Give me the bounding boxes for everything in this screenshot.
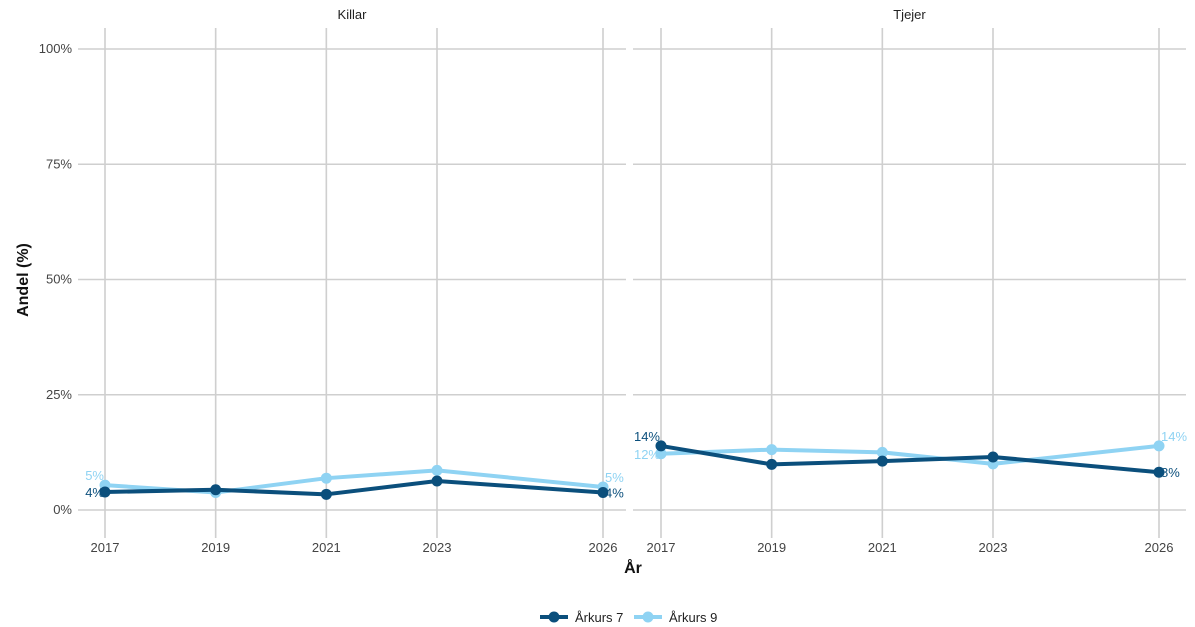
series-line	[103, 478, 605, 497]
data-label: 8%	[1161, 465, 1180, 480]
x-tick-label: 2019	[201, 540, 230, 555]
panel-killar: 0% 25% 50% 75% 100% 2017 2019 2021 2023 2026 Killa…	[39, 7, 626, 555]
x-tick-label: 2017	[647, 540, 676, 555]
data-point	[320, 488, 332, 500]
y-tick-label: 75%	[46, 156, 72, 171]
x-tick-label: 2026	[1145, 540, 1174, 555]
data-point	[655, 448, 667, 460]
x-tick-label: 2017	[91, 540, 120, 555]
legend-swatch-point	[642, 611, 654, 623]
data-point	[210, 484, 222, 496]
data-point	[431, 464, 443, 476]
data-point	[597, 486, 609, 498]
data-point	[1153, 440, 1165, 452]
data-label: 4%	[85, 485, 104, 500]
y-tick-label: 25%	[46, 387, 72, 402]
legend: Årkurs 7 Årkurs 9	[540, 610, 717, 625]
data-label: 5%	[85, 468, 104, 483]
data-label: 5%	[605, 470, 624, 485]
data-point	[876, 446, 888, 458]
data-point	[1153, 466, 1165, 478]
data-point	[987, 451, 999, 463]
y-tick-label: 0%	[53, 502, 72, 517]
x-tick-label: 2026	[589, 540, 618, 555]
y-axis-title: Andel (%)	[15, 243, 32, 317]
data-point	[655, 440, 667, 452]
data-label: 12%	[634, 447, 660, 462]
facet-title: Killar	[338, 7, 368, 22]
data-label: 14%	[1161, 429, 1187, 444]
data-point	[876, 455, 888, 467]
x-axis-title: År	[624, 558, 642, 577]
data-point	[431, 475, 443, 487]
legend-label: Årkurs 9	[669, 610, 717, 625]
panel-tjejer: 2017 2019 2021 2023 2026 Tjejer 14% 8% 12% 14%	[633, 7, 1187, 555]
y-tick-label: 100%	[39, 41, 73, 56]
y-tick-label: 50%	[46, 272, 72, 287]
legend-label: Årkurs 7	[575, 610, 623, 625]
data-point	[320, 472, 332, 484]
data-label: 4%	[605, 485, 624, 500]
x-tick-label: 2021	[312, 540, 341, 555]
data-label: 14%	[634, 429, 660, 444]
x-tick-label: 2023	[979, 540, 1008, 555]
x-tick-label: 2019	[757, 540, 786, 555]
facet-title: Tjejer	[893, 7, 926, 22]
x-tick-label: 2021	[868, 540, 897, 555]
data-point	[766, 458, 778, 470]
data-point	[99, 486, 111, 498]
legend-item: Årkurs 7	[540, 610, 623, 625]
data-point	[766, 444, 778, 456]
legend-item: Årkurs 9	[634, 610, 717, 625]
legend-swatch-point	[548, 611, 560, 623]
x-tick-label: 2023	[423, 540, 452, 555]
